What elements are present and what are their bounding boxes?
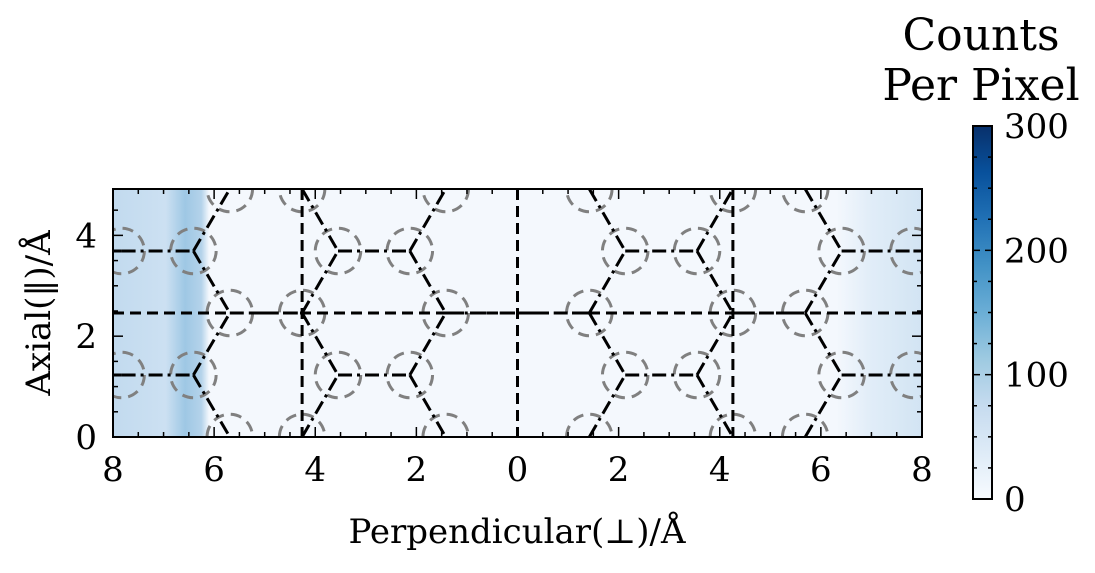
- atom-site-circle: [817, 350, 866, 400]
- x-tick-label: 6: [203, 450, 225, 490]
- lattice-bond-line: [192, 189, 232, 252]
- x-tick-label: 2: [406, 450, 428, 490]
- lattice-bond-line: [408, 189, 447, 252]
- lattice-bond-line: [588, 374, 627, 437]
- colorbar: Counts Per Pixel 0 100 200 300: [882, 10, 1079, 520]
- colorbar-tick-label: 300: [1004, 107, 1069, 147]
- atom-site-circle: [169, 350, 218, 400]
- x-tick-label: 0: [507, 450, 529, 490]
- x-axis-ticks: 8 6 4 2 0 2 4 6 8: [102, 189, 933, 490]
- lattice-bond-line: [695, 250, 735, 314]
- lattice-bond-line: [803, 189, 843, 252]
- lattice-bond-line: [803, 374, 843, 437]
- x-tick-label: 8: [911, 450, 933, 490]
- atom-site-circle: [421, 288, 470, 338]
- lattice-bond-line: [408, 374, 447, 437]
- atom-site-circle: [113, 350, 146, 400]
- y-tick-label: 2: [75, 317, 97, 357]
- lattice-bond-line: [300, 312, 340, 376]
- lattice-bond-line: [803, 250, 843, 314]
- atom-site-circle: [708, 288, 758, 338]
- atom-site-circle: [672, 226, 722, 276]
- colorbar-tick-label: 100: [1004, 356, 1069, 396]
- lattice-bond-line: [300, 374, 340, 437]
- colorbar-tick-label: 0: [1004, 480, 1026, 520]
- atom-site-circle: [385, 350, 435, 400]
- atom-site-circle: [600, 226, 650, 276]
- lattice-bond-line: [695, 374, 735, 437]
- y-tick-label: 4: [75, 216, 97, 256]
- colorbar-ticks: 0 100 200 300: [973, 107, 1069, 520]
- colorbar-tick-label: 200: [1004, 231, 1069, 271]
- lattice-bond-line: [300, 189, 340, 252]
- lattice-bond-line: [192, 250, 232, 314]
- lattice-bond-line: [408, 250, 447, 314]
- atom-site-circle: [817, 226, 866, 276]
- plot-area: 8 6 4 2 0 2 4 6 8 0 2 4: [75, 188, 933, 490]
- lattice-overlay: [113, 189, 922, 437]
- atom-site-circle: [313, 350, 363, 400]
- x-axis-label: Perpendicular(⊥)/Å: [349, 511, 686, 552]
- lattice-bond-line: [695, 189, 735, 252]
- atom-site-circle: [169, 226, 218, 276]
- colorbar-title-line2: Per Pixel: [882, 60, 1079, 111]
- lattice-bond-line: [588, 189, 627, 252]
- lattice-bond-line: [300, 250, 340, 314]
- atom-site-circle: [113, 226, 146, 276]
- lattice-bond-line: [803, 312, 843, 376]
- lattice-bond-line: [408, 312, 447, 376]
- lattice-bond-line: [588, 312, 627, 376]
- x-tick-label: 4: [709, 450, 731, 490]
- colorbar-title-line1: Counts: [902, 10, 1059, 61]
- y-axis-label: Axial(‖)/Å: [18, 230, 59, 397]
- lattice-bond-line: [695, 312, 735, 376]
- y-axis-ticks: 0 2 4: [75, 209, 922, 458]
- lattice-bond-line: [192, 374, 232, 437]
- atom-site-circle: [600, 350, 650, 400]
- x-tick-label: 8: [102, 450, 124, 490]
- lattice-bond-line: [588, 250, 627, 314]
- lattice-bond-line: [192, 312, 232, 376]
- x-tick-label: 6: [810, 450, 832, 490]
- y-tick-label: 0: [75, 418, 97, 458]
- heatmap-band-left: [113, 189, 210, 437]
- x-tick-label: 2: [608, 450, 630, 490]
- atom-site-circle: [313, 226, 363, 276]
- atom-site-circle: [672, 350, 722, 400]
- x-tick-label: 4: [304, 450, 326, 490]
